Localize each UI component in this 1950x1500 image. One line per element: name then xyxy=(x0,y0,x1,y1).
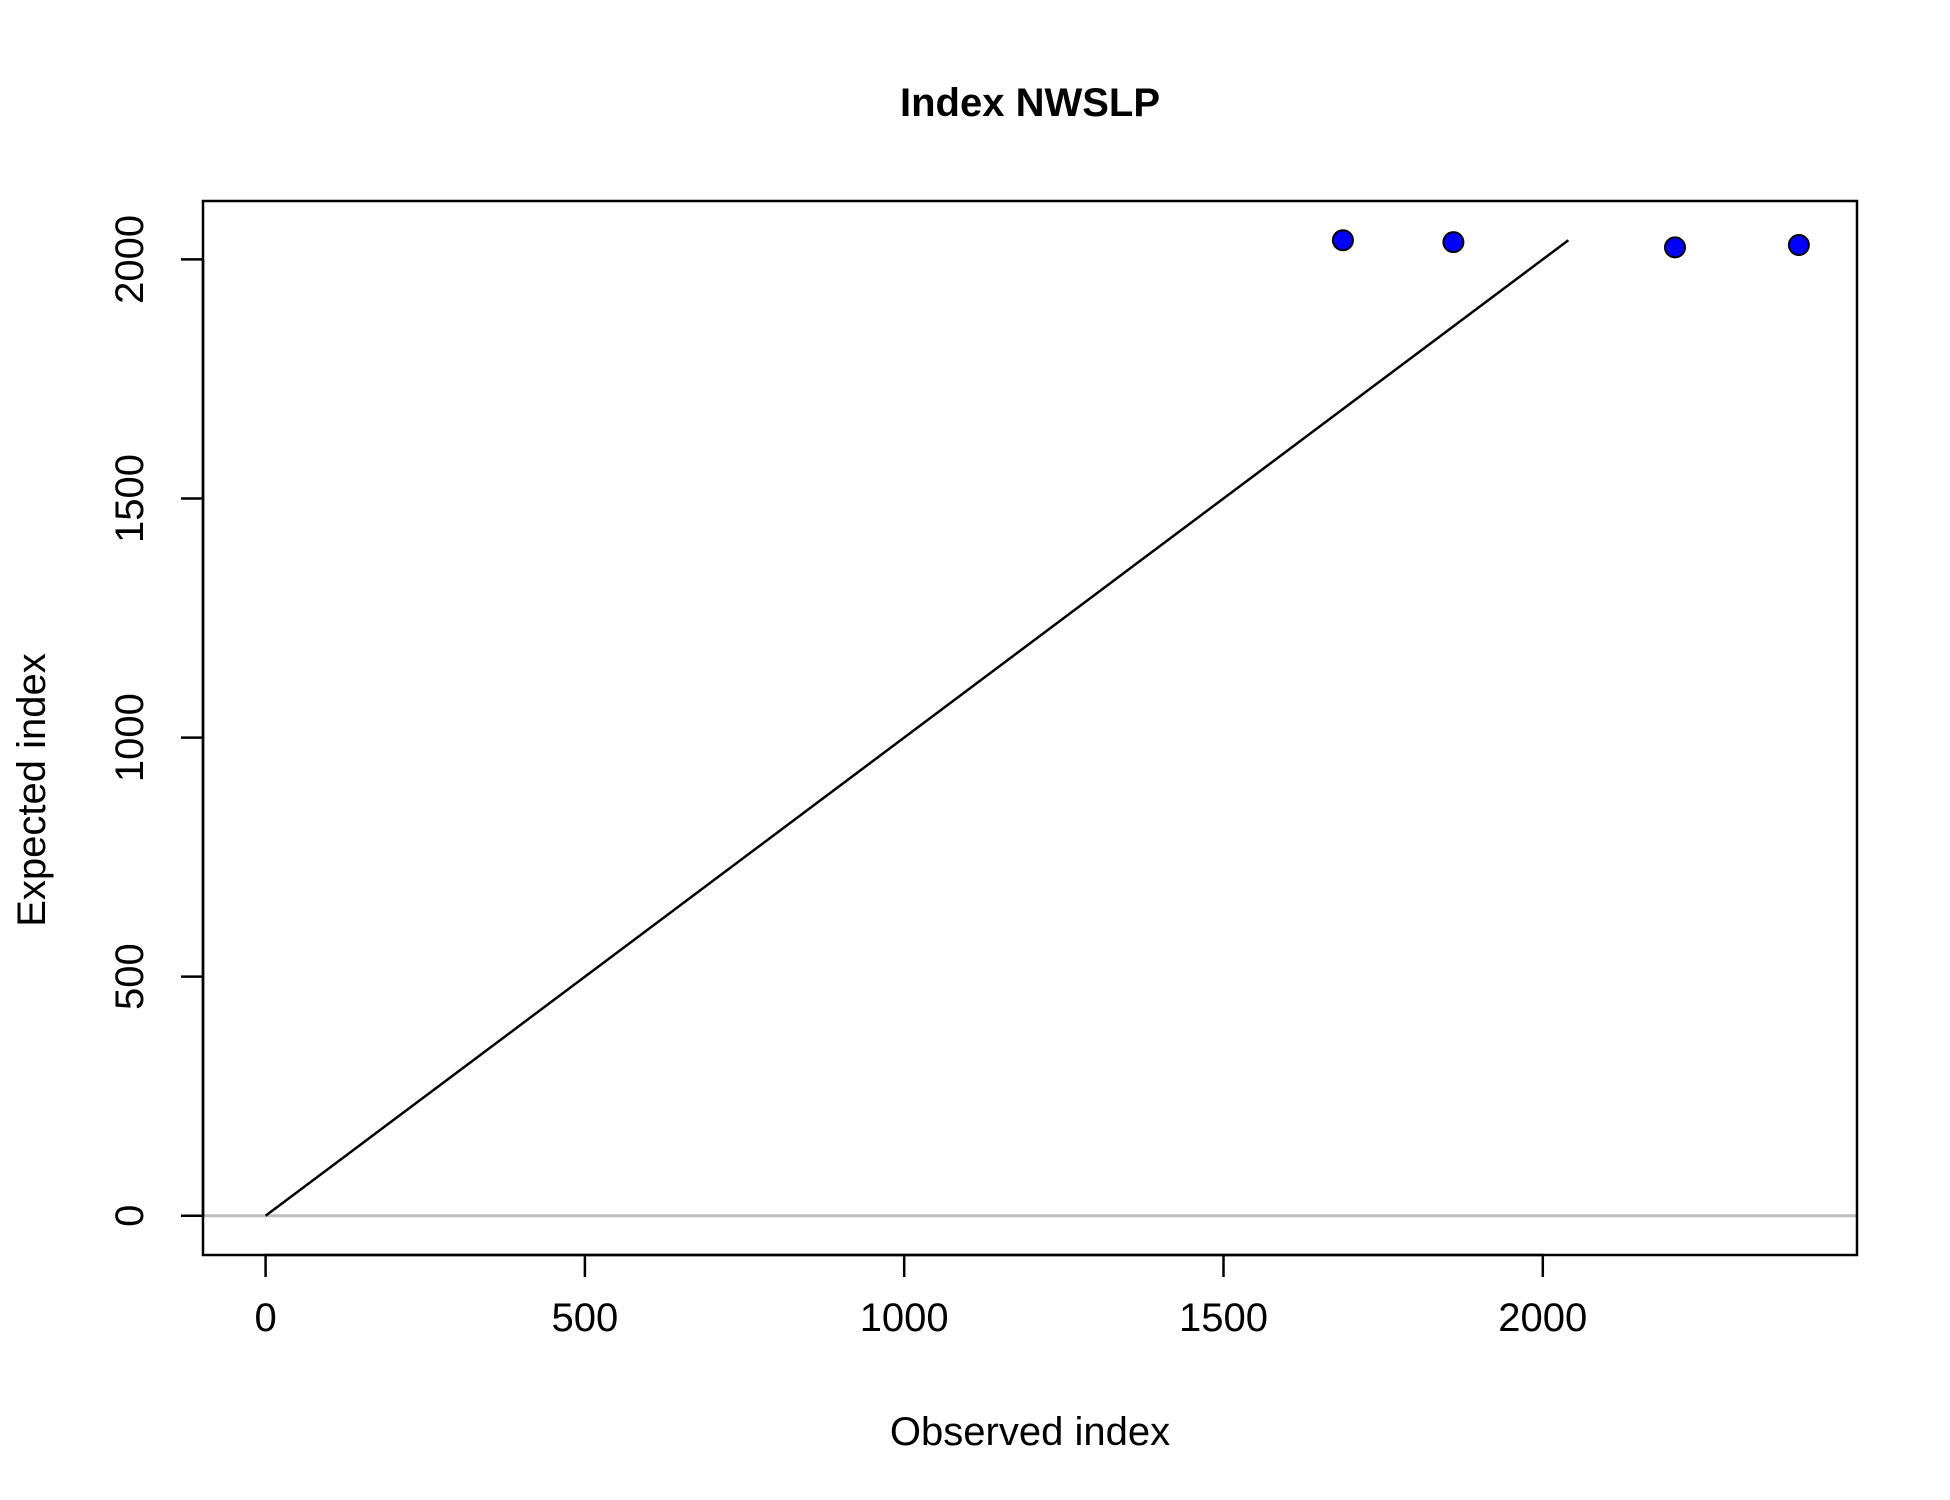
y-tick-label-2000: 2000 xyxy=(108,215,152,304)
x-axis-label: Observed index xyxy=(890,1410,1170,1454)
y-axis-label: Expected index xyxy=(10,653,54,927)
reference-line xyxy=(264,239,1570,1217)
x-tick-label-0: 0 xyxy=(254,1296,276,1340)
y-tick-label-0: 0 xyxy=(108,1205,152,1227)
chart-title: Index NWSLP xyxy=(900,81,1160,125)
data-point-4 xyxy=(1787,233,1810,256)
plot-frame xyxy=(201,199,1859,1257)
x-tick-label-1000: 1000 xyxy=(860,1296,949,1340)
y-tick-label-1000: 1000 xyxy=(108,693,152,782)
x-tick-label-2000: 2000 xyxy=(1498,1296,1587,1340)
axes: 0 500 1000 1500 2000 0 500 1000 1500 2000 xyxy=(108,199,1859,1340)
data-point-1 xyxy=(1331,229,1354,252)
plot-area xyxy=(203,229,1857,1218)
x-tick-label-500: 500 xyxy=(552,1296,619,1340)
y-tick-label-1500: 1500 xyxy=(108,454,152,543)
data-point-3 xyxy=(1663,236,1686,259)
y-tick-label-500: 500 xyxy=(108,943,152,1010)
data-point-2 xyxy=(1442,231,1465,254)
x-tick-label-1500: 1500 xyxy=(1179,1296,1268,1340)
